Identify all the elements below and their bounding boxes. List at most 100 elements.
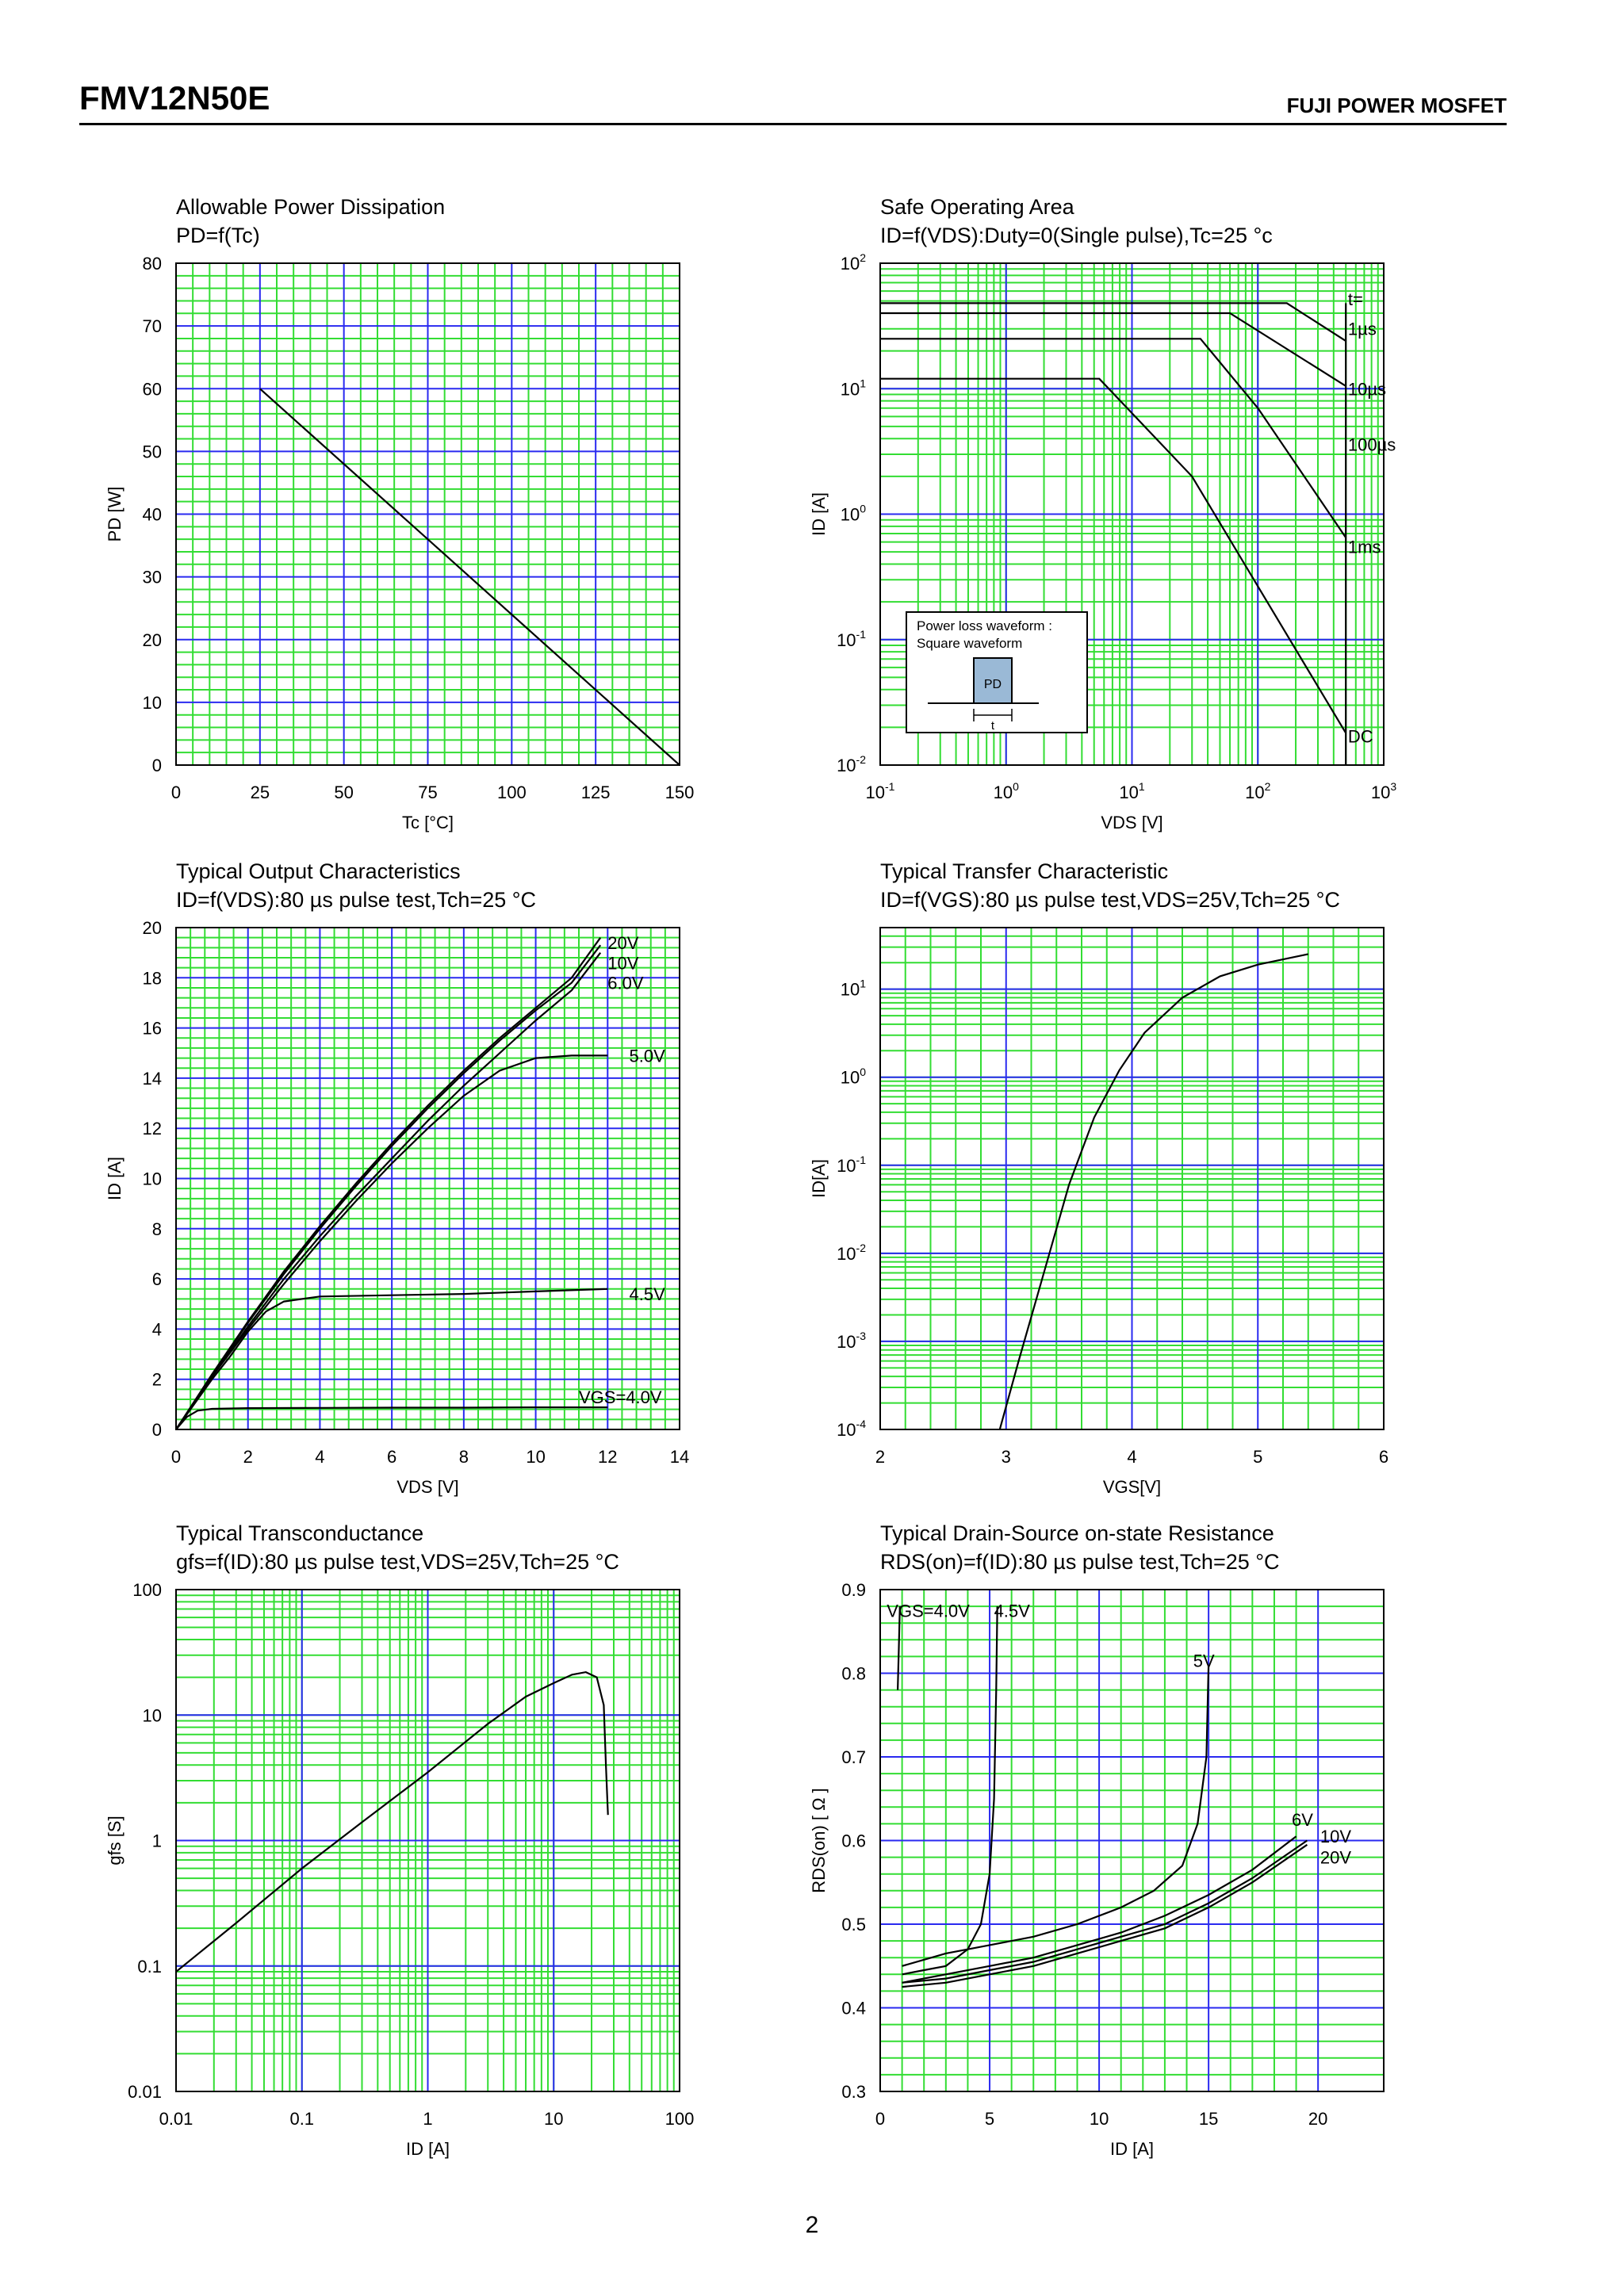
series-line-output-0 — [176, 937, 602, 1429]
series-line-rdson-4 — [902, 1839, 1308, 1984]
x-tick-label: 5 — [1253, 1447, 1262, 1467]
y-tick-label: 12 — [143, 1119, 162, 1138]
x-tick-label: 3 — [1002, 1447, 1011, 1467]
x-axis-label: ID [A] — [1110, 2139, 1154, 2159]
chart-title: Safe Operating Area — [880, 195, 1075, 219]
curve-label: 20V — [607, 933, 638, 953]
y-tick-label: 0 — [152, 1420, 162, 1440]
inset-text-line2: Square waveform — [917, 636, 1022, 651]
x-tick-label: 0.01 — [159, 2109, 193, 2129]
y-tick-label: 100 — [132, 1580, 162, 1600]
y-tick-label: 0.9 — [841, 1580, 866, 1600]
curve-label: 100µs — [1348, 434, 1396, 454]
x-tick-label: 14 — [670, 1447, 689, 1467]
y-axis-label: PD [W] — [105, 487, 124, 542]
x-axis-label: Tc [°C] — [402, 813, 454, 832]
y-tick-label: 0.7 — [841, 1747, 866, 1767]
x-tick-label: 100 — [665, 2109, 695, 2129]
chart-subtitle: ID=f(VGS):80 µs pulse test,VDS=25V,Tch=2… — [880, 888, 1340, 912]
chart-subtitle: PD=f(Tc) — [176, 224, 260, 247]
y-tick-label: 10-1 — [837, 1154, 866, 1176]
x-tick-label: 25 — [251, 783, 270, 802]
series-line-rdson-0 — [897, 1606, 901, 1690]
chart-subtitle: RDS(on)=f(ID):80 µs pulse test,Tch=25 °C — [880, 1550, 1280, 1574]
x-tick-label: 2 — [243, 1447, 253, 1467]
y-tick-label: 10 — [143, 1705, 162, 1725]
brand-label: FUJI POWER MOSFET — [1286, 94, 1507, 117]
plot-frame — [879, 927, 1385, 1430]
chart-title: Typical Transconductance — [176, 1521, 423, 1545]
curve-label: 10V — [607, 953, 638, 973]
x-tick-label: 0 — [171, 783, 181, 802]
curve-label: 6.0V — [607, 974, 644, 993]
y-tick-label: 40 — [143, 505, 162, 525]
y-tick-label: 30 — [143, 568, 162, 587]
y-tick-label: 20 — [143, 918, 162, 938]
y-tick-label: 0.4 — [841, 1999, 866, 2019]
y-tick-label: 10-3 — [837, 1330, 866, 1352]
header-rule — [79, 123, 1507, 125]
x-tick-label: 10 — [526, 1447, 545, 1467]
series-line-soa-0 — [880, 302, 1346, 342]
y-tick-label: 0.1 — [137, 1957, 162, 1976]
y-tick-label: 10-2 — [837, 753, 866, 775]
y-axis-label: gfs [S] — [105, 1816, 124, 1865]
plot-frame — [175, 262, 680, 766]
chart-title: Typical Drain-Source on-state Resistance — [880, 1521, 1274, 1545]
y-axis-label: ID[A] — [809, 1159, 829, 1198]
series-line-soa-3 — [880, 377, 1347, 734]
x-tick-label: 100 — [994, 780, 1019, 802]
curve-label: 5.0V — [630, 1046, 666, 1066]
y-tick-label: 18 — [143, 968, 162, 988]
x-axis-label: VDS [V] — [1101, 813, 1162, 832]
curve-label: 6V — [1292, 1810, 1313, 1830]
plot-frame — [175, 927, 680, 1430]
plot-frame — [879, 1589, 1385, 2092]
chart-title: Typical Transfer Characteristic — [880, 859, 1168, 883]
inset-pulse-label: PD — [984, 678, 1002, 691]
x-tick-label: 12 — [598, 1447, 617, 1467]
x-tick-label: 0 — [875, 2109, 885, 2129]
y-tick-label: 0.3 — [841, 2082, 866, 2102]
x-tick-label: 100 — [497, 783, 527, 802]
series-line-output-5 — [176, 1406, 608, 1429]
chart-subtitle: ID=f(VDS):80 µs pulse test,Tch=25 °C — [176, 888, 536, 912]
x-tick-label: 10-1 — [866, 780, 895, 802]
curve-label: VGS=4.0V — [579, 1387, 662, 1407]
x-tick-label: 1 — [423, 2109, 432, 2129]
y-tick-label: 102 — [841, 251, 866, 274]
plot-frame — [879, 262, 1385, 766]
curve-label: 10V — [1320, 1827, 1351, 1846]
curve-label: 20V — [1320, 1848, 1351, 1868]
y-tick-label: 14 — [143, 1069, 162, 1089]
series-line-gfs-0 — [176, 1670, 609, 1973]
inset-width-label: t — [991, 719, 995, 733]
curve-label: VGS=4.0V — [887, 1601, 970, 1621]
y-axis-label: ID [A] — [105, 1157, 124, 1200]
x-tick-label: 10 — [544, 2109, 563, 2129]
chart-pd: 0 25 50 75 100 125 150 0 10 20 30 40 50 60 70 80 Allowab… — [105, 195, 694, 832]
inset-pulse — [973, 657, 1013, 704]
y-tick-label: 0.6 — [841, 1831, 866, 1851]
y-tick-label: 50 — [143, 442, 162, 461]
x-tick-label: 20 — [1308, 2109, 1327, 2129]
series-line-output-2 — [176, 952, 602, 1429]
curve-label: t= — [1348, 289, 1363, 309]
curve-label: 5V — [1193, 1651, 1215, 1671]
y-axis-label: RDS(on) [ Ω ] — [809, 1788, 829, 1893]
plot-frame — [175, 1589, 680, 2092]
curve-label: DC — [1348, 727, 1373, 747]
chart-rdson: 0 5 10 15 20 0.3 0.4 0.5 0.6 0.7 0.8 0.9 Typical Dra… — [809, 1521, 1385, 2159]
y-tick-label: 0.5 — [841, 1915, 866, 1934]
series-line-rdson-1 — [902, 1606, 998, 1976]
chart-title: Allowable Power Dissipation — [176, 195, 445, 219]
chart-output: 0 2 4 6 8 10 12 14 0 2 4 6 8 10 12 14 16 18 20 Typical Outp… — [105, 859, 689, 1497]
y-tick-label: 10-4 — [837, 1418, 866, 1440]
x-tick-label: 125 — [581, 783, 611, 802]
x-axis-label: VGS[V] — [1103, 1477, 1161, 1497]
y-tick-label: 6 — [152, 1269, 162, 1289]
series-line-transfer-0 — [998, 953, 1309, 1429]
series-line-pd-0 — [259, 388, 680, 765]
y-tick-label: 16 — [143, 1019, 162, 1039]
